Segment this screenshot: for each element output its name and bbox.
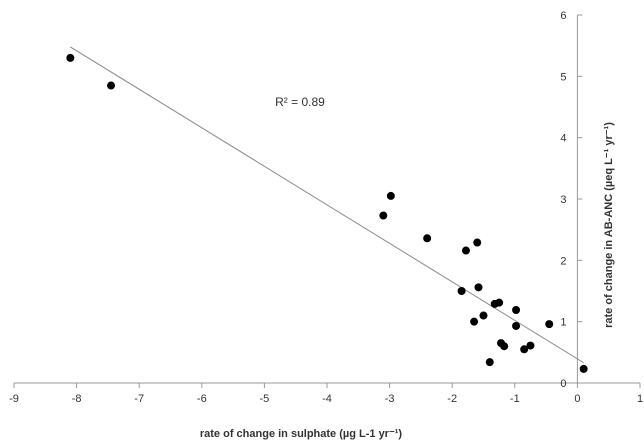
y-tick-label: 6 bbox=[560, 10, 566, 22]
x-tick-label: -4 bbox=[322, 393, 332, 405]
x-tick-label: -2 bbox=[447, 393, 457, 405]
x-axis-title: rate of change in sulphate (µg L-1 yr⁻¹) bbox=[200, 428, 403, 440]
x-tick-label: 1 bbox=[637, 393, 643, 405]
data-point bbox=[512, 321, 521, 330]
x-tick-label: -5 bbox=[260, 393, 270, 405]
data-point bbox=[545, 320, 554, 329]
data-point bbox=[520, 345, 529, 354]
trendline bbox=[70, 46, 584, 364]
x-tick-label: -8 bbox=[72, 393, 82, 405]
x-tick-label: -9 bbox=[9, 393, 19, 405]
data-point bbox=[473, 238, 482, 247]
y-tick-label: 4 bbox=[560, 133, 566, 145]
data-point bbox=[461, 246, 470, 255]
y-tick-label: 1 bbox=[560, 317, 566, 329]
x-tick-label: 0 bbox=[574, 393, 580, 405]
data-point bbox=[457, 287, 466, 295]
data-point bbox=[579, 364, 588, 373]
data-point bbox=[474, 283, 483, 292]
x-axis-ticks: -9 -8 -7 -6 -5 -4 -3 -2 -1 0 1 bbox=[9, 383, 643, 405]
data-point bbox=[485, 358, 494, 367]
x-tick-label: -3 bbox=[385, 393, 395, 405]
data-point bbox=[423, 234, 432, 243]
data-point bbox=[66, 53, 75, 62]
data-point bbox=[526, 341, 535, 350]
data-point bbox=[512, 306, 521, 315]
data-point bbox=[386, 191, 395, 200]
data-point bbox=[470, 317, 479, 326]
y-axis-ticks: 0 1 2 3 4 5 6 bbox=[560, 10, 583, 390]
x-tick-label: -1 bbox=[510, 393, 520, 405]
x-tick-label: -7 bbox=[134, 393, 144, 405]
y-tick-label: 2 bbox=[560, 255, 566, 267]
data-point bbox=[107, 81, 116, 90]
data-point bbox=[495, 298, 504, 307]
y-tick-label: 3 bbox=[560, 194, 566, 206]
y-tick-label: 0 bbox=[560, 378, 566, 390]
y-axis-title: rate of change in AB-ANC (µeq L⁻¹ yr⁻¹) bbox=[603, 122, 615, 328]
r-squared-annotation: R² = 0.89 bbox=[275, 95, 325, 109]
data-points bbox=[66, 53, 588, 373]
data-point bbox=[479, 311, 488, 320]
y-tick-label: 5 bbox=[560, 71, 566, 83]
data-point bbox=[500, 342, 509, 351]
data-point bbox=[379, 211, 388, 220]
x-tick-label: -6 bbox=[197, 393, 207, 405]
